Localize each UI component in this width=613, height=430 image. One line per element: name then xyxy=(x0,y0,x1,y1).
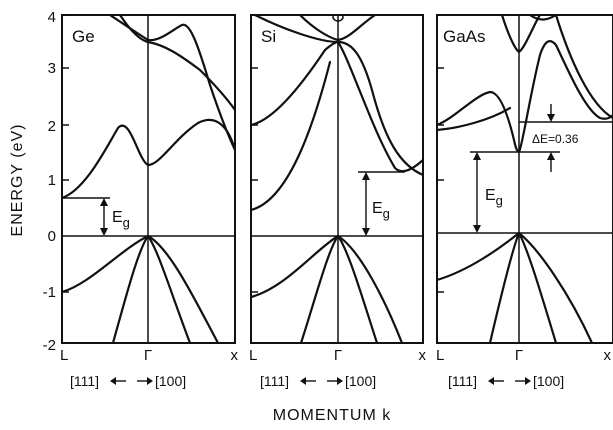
ge-direction-arrows xyxy=(110,377,153,385)
ge-gap-label-sub: g xyxy=(123,215,130,230)
ge-material-label: Ge xyxy=(72,27,95,46)
si-direction-111: [111] xyxy=(260,373,289,389)
si-conduction-band-2 xyxy=(253,15,423,177)
ge-tick-gamma: Γ xyxy=(144,347,152,364)
si-conduction-band-4 xyxy=(251,60,332,212)
y-axis-label: ENERGY (eV) xyxy=(9,124,26,237)
panel-gaas-frame xyxy=(436,14,613,344)
ge-gap-label: Eg xyxy=(112,209,130,230)
gaas-k-tick-labels: L Γ x xyxy=(436,347,612,364)
si-direction-labels: [111] [100] xyxy=(260,373,376,389)
gaas-tick-l: L xyxy=(436,347,444,364)
gaas-valence-band-light xyxy=(488,231,558,343)
ge-valence-band-light xyxy=(111,234,192,343)
gaas-conduction-band-2 xyxy=(437,106,512,132)
ge-conduction-band-2 xyxy=(118,15,235,112)
panel-si: Si Eg L Γ x [111] [100] xyxy=(249,14,427,389)
ge-tick-x: x xyxy=(231,347,239,364)
gaas-direction-111: [111] xyxy=(448,373,477,389)
gaas-conduction-band-1 xyxy=(437,40,613,154)
gaas-conduction-band-5 xyxy=(554,15,613,120)
si-gap-label-sub: g xyxy=(383,206,390,221)
y-tick-m2: -2 xyxy=(43,337,56,354)
si-valence-band-light xyxy=(299,234,379,343)
si-tick-gamma: Γ xyxy=(334,347,342,364)
ge-k-tick-labels: L Γ x xyxy=(60,347,239,364)
gaas-gap-label-sub: g xyxy=(496,193,503,208)
si-small-loop xyxy=(332,15,344,22)
si-tick-l: L xyxy=(249,347,257,364)
si-direction-100: [100] xyxy=(345,373,376,389)
panel-gaas-y-ticks xyxy=(437,67,444,293)
panel-ge-y-ticks xyxy=(62,14,69,293)
si-direction-arrows xyxy=(300,377,343,385)
ge-gap-arrow xyxy=(100,198,108,236)
gaas-direction-100: [100] xyxy=(533,373,564,389)
si-k-tick-labels: L Γ x xyxy=(249,347,427,364)
si-tick-x: x xyxy=(419,347,427,364)
ge-gap-label-main: E xyxy=(112,209,123,226)
y-tick-2: 2 xyxy=(48,118,56,135)
panel-ge-bands xyxy=(62,15,235,343)
si-conduction-band-3 xyxy=(298,15,377,42)
si-gap-arrow xyxy=(362,172,370,236)
ge-direction-111: [111] xyxy=(70,373,99,389)
y-tick-3: 3 xyxy=(48,60,56,77)
y-tick-0: 0 xyxy=(48,228,56,245)
gaas-conduction-band-3 xyxy=(500,15,542,54)
x-axis-label: MOMENTUM k xyxy=(273,407,391,424)
gaas-tick-gamma: Γ xyxy=(515,347,523,364)
ge-direction-100: [100] xyxy=(155,373,186,389)
ge-direction-labels: [111] [100] xyxy=(70,373,186,389)
gaas-tick-x: x xyxy=(604,347,612,364)
y-tick-1: 1 xyxy=(48,172,56,189)
si-gap-label-main: E xyxy=(372,200,383,217)
gaas-gap-arrow xyxy=(473,152,481,233)
panel-si-bands xyxy=(251,15,423,343)
gaas-conduction-band-4 xyxy=(528,15,558,21)
gaas-material-label: GaAs xyxy=(443,27,486,46)
y-tick-4: 4 xyxy=(48,9,56,26)
panel-si-y-ticks xyxy=(251,67,258,293)
panel-gaas: GaAs Eg ΔE=0.36 L Γ x [111] [100] xyxy=(436,14,613,389)
si-valence-band-heavy xyxy=(251,234,404,343)
ge-conduction-band-3 xyxy=(108,15,235,152)
si-material-label: Si xyxy=(261,27,276,46)
gaas-direction-labels: [111] [100] xyxy=(448,373,564,389)
gaas-delta-label: ΔE=0.36 xyxy=(532,132,579,146)
ge-conduction-band-1 xyxy=(62,118,235,200)
gaas-gap-label-main: E xyxy=(485,187,496,204)
ge-tick-l: L xyxy=(60,347,68,364)
panel-si-frame xyxy=(250,14,424,344)
gaas-gap-label: Eg xyxy=(485,187,503,208)
y-tick-m1: -1 xyxy=(43,284,56,301)
si-gap-label: Eg xyxy=(372,200,390,221)
gaas-delta-arrows xyxy=(547,104,555,172)
gaas-direction-arrows xyxy=(488,377,531,385)
panel-gaas-bands xyxy=(437,15,613,343)
panel-ge: Ge Eg L Γ x [111] [100] xyxy=(60,14,239,389)
y-tick-labels: 4 3 2 1 0 -1 -2 xyxy=(43,9,56,354)
